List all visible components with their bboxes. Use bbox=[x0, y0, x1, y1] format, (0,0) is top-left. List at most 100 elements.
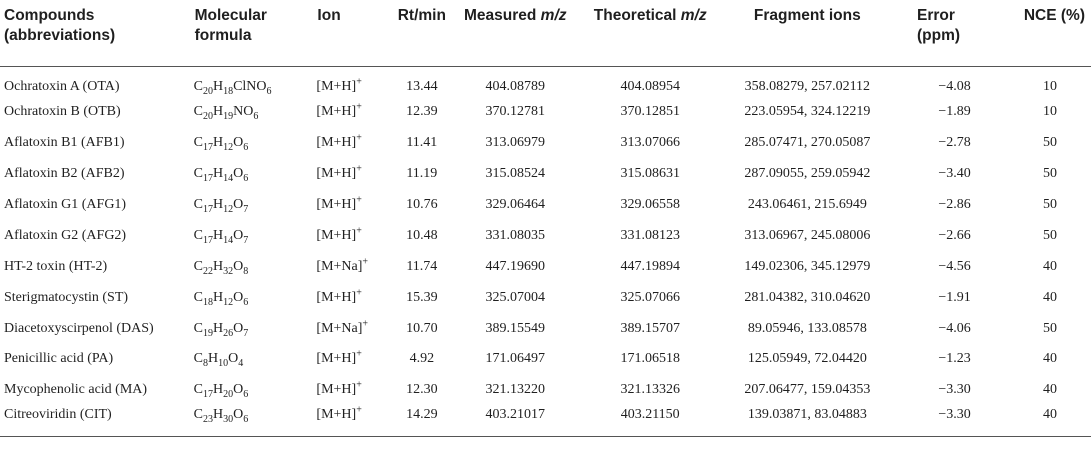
header-theoretical: Theoretical m/z bbox=[576, 0, 724, 67]
ion-charge: + bbox=[356, 404, 362, 416]
ion-adduct: [M+Na] bbox=[316, 258, 363, 274]
cell-measured-mz: 321.13220 bbox=[485, 382, 546, 398]
cell-ion: [M+H]+ bbox=[316, 128, 390, 159]
formula-count: 6 bbox=[243, 389, 249, 401]
formula-count: 6 bbox=[243, 172, 249, 184]
formula-element: O bbox=[228, 351, 239, 367]
cell-compound: Diacetoxyscirpenol (DAS) bbox=[4, 320, 154, 336]
cell-compound: Aflatoxin G1 (AFG1) bbox=[4, 197, 127, 212]
formula-element: ClNO bbox=[233, 78, 267, 94]
ion-charge: + bbox=[356, 163, 362, 175]
header-measured: Measured m/z bbox=[453, 0, 577, 67]
cell-measured-mz: 171.06497 bbox=[485, 351, 546, 367]
cell-rt: 11.19 bbox=[406, 166, 438, 182]
cell-fragment-ions: 287.09055, 259.05942 bbox=[744, 166, 871, 182]
ion-charge: + bbox=[356, 194, 362, 206]
formula-element: C bbox=[193, 135, 203, 151]
ion-charge: + bbox=[356, 379, 362, 391]
formula-count: 18 bbox=[202, 296, 213, 308]
cell-rt: 14.29 bbox=[389, 405, 454, 438]
ion-charge: + bbox=[356, 132, 362, 144]
cell-formula: C20H19NO6 bbox=[194, 97, 317, 128]
formula-element: O bbox=[233, 197, 244, 212]
table-row: Ochratoxin B (OTB) C20H19NO6 [M+H]+ 12.39 37… bbox=[0, 97, 1091, 128]
cell-error-ppm: −1.91 bbox=[938, 289, 971, 305]
cell-error-ppm: −1.23 bbox=[938, 351, 971, 367]
formula-element: O bbox=[233, 382, 244, 398]
cell-fragment-ions: 207.06477, 159.04353 bbox=[744, 382, 871, 398]
formula-element: C bbox=[193, 320, 203, 336]
formula-element: C bbox=[193, 104, 203, 120]
formula-element: H bbox=[212, 320, 224, 336]
header-error: Error (ppm) bbox=[891, 0, 999, 67]
header-compounds-line2: (abbreviations) bbox=[4, 27, 116, 44]
cell-rt: 10.70 bbox=[406, 320, 438, 336]
cell-error-ppm: −2.86 bbox=[938, 197, 971, 212]
table-row: Diacetoxyscirpenol (DAS) C19H26O7 [M+Na]+ 1… bbox=[0, 313, 1091, 344]
ion-adduct: [M+H] bbox=[316, 382, 357, 398]
formula-element: C bbox=[193, 258, 203, 274]
cell-measured-mz: 325.07004 bbox=[485, 289, 546, 305]
table-row: HT-2 toxin (HT-2) C22H32O8 [M+Na]+ 11.74 447… bbox=[0, 251, 1091, 282]
cell-rt: 12.39 bbox=[406, 104, 438, 120]
cell-ion: [M+H]+ bbox=[316, 344, 390, 375]
formula-element: O bbox=[233, 135, 244, 151]
cell-nce: 50 bbox=[1043, 320, 1057, 336]
cell-measured-mz: 313.06979 bbox=[485, 135, 546, 151]
cell-formula: C17H14O7 bbox=[194, 220, 317, 251]
cell-fragment-ions: 139.03871, 83.04883 bbox=[723, 405, 891, 438]
formula-element: O bbox=[233, 166, 244, 182]
formula-count: 4 bbox=[238, 358, 244, 370]
formula-element: C bbox=[193, 78, 203, 94]
cell-theoretical-mz: 313.07066 bbox=[620, 135, 680, 151]
header-formula-line2: formula bbox=[194, 27, 252, 44]
cell-formula: C17H12O6 bbox=[194, 128, 317, 159]
ion-adduct: [M+H] bbox=[316, 104, 357, 120]
cell-rt: 12.30 bbox=[406, 382, 438, 398]
cell-measured-mz: 447.19690 bbox=[485, 258, 546, 274]
cell-error-ppm: −4.06 bbox=[938, 320, 971, 336]
cell-compound: Aflatoxin G2 (AFG2) bbox=[4, 227, 127, 243]
formula-element: O bbox=[233, 406, 244, 422]
cell-error-ppm: −1.89 bbox=[938, 104, 971, 120]
cell-fragment-ions: 223.05954, 324.12219 bbox=[744, 104, 871, 120]
table-header-row: Compounds (abbreviations) Molecular form… bbox=[0, 0, 1091, 67]
cell-measured-mz: 315.08524 bbox=[485, 166, 546, 182]
ion-adduct: [M+Na] bbox=[316, 320, 363, 336]
cell-formula: C8H10O4 bbox=[194, 344, 317, 375]
cell-error-ppm: −3.30 bbox=[938, 382, 971, 398]
cell-formula: C17H20O6 bbox=[194, 375, 317, 406]
cell-nce: 40 bbox=[1043, 351, 1057, 367]
cell-error-ppm: −2.78 bbox=[938, 135, 971, 151]
cell-ion: [M+Na]+ bbox=[316, 251, 390, 282]
formula-count: 20 bbox=[223, 389, 234, 401]
cell-measured-mz: 403.21017 bbox=[453, 405, 577, 438]
cell-nce: 40 bbox=[1043, 258, 1057, 274]
cell-formula: C20H18ClNO6 bbox=[194, 66, 317, 97]
formula-count: 19 bbox=[202, 327, 213, 339]
cell-compound: Citreoviridin (CIT) bbox=[0, 405, 194, 438]
ion-adduct: [M+H] bbox=[316, 135, 357, 151]
table-body: Ochratoxin A (OTA) C20H18ClNO6 [M+H]+ 13.44… bbox=[0, 66, 1091, 438]
header-error-line1: Error bbox=[917, 7, 955, 24]
formula-count: 14 bbox=[223, 234, 234, 246]
ion-charge: + bbox=[356, 76, 362, 88]
formula-element: H bbox=[212, 78, 224, 94]
formula-count: 12 bbox=[223, 142, 234, 154]
cell-formula: C17H14O6 bbox=[194, 159, 317, 190]
formula-count: 23 bbox=[202, 413, 213, 425]
formula-count: 10 bbox=[218, 358, 229, 370]
header-ion: Ion bbox=[316, 0, 390, 67]
cell-error-ppm: −3.30 bbox=[891, 405, 999, 438]
formula-element: H bbox=[212, 104, 224, 120]
cell-theoretical-mz: 329.06558 bbox=[620, 197, 680, 212]
formula-element: NO bbox=[233, 104, 254, 120]
table-row: Ochratoxin A (OTA) C20H18ClNO6 [M+H]+ 13.44… bbox=[0, 66, 1091, 97]
cell-theoretical-mz: 171.06518 bbox=[620, 351, 680, 367]
formula-count: 12 bbox=[223, 203, 234, 215]
cell-theoretical-mz: 370.12851 bbox=[620, 104, 680, 120]
formula-count: 6 bbox=[243, 296, 249, 308]
header-theoretical-prefix: Theoretical bbox=[593, 7, 681, 24]
cell-ion: [M+Na]+ bbox=[316, 313, 390, 344]
cell-fragment-ions: 125.05949, 72.04420 bbox=[747, 351, 867, 367]
